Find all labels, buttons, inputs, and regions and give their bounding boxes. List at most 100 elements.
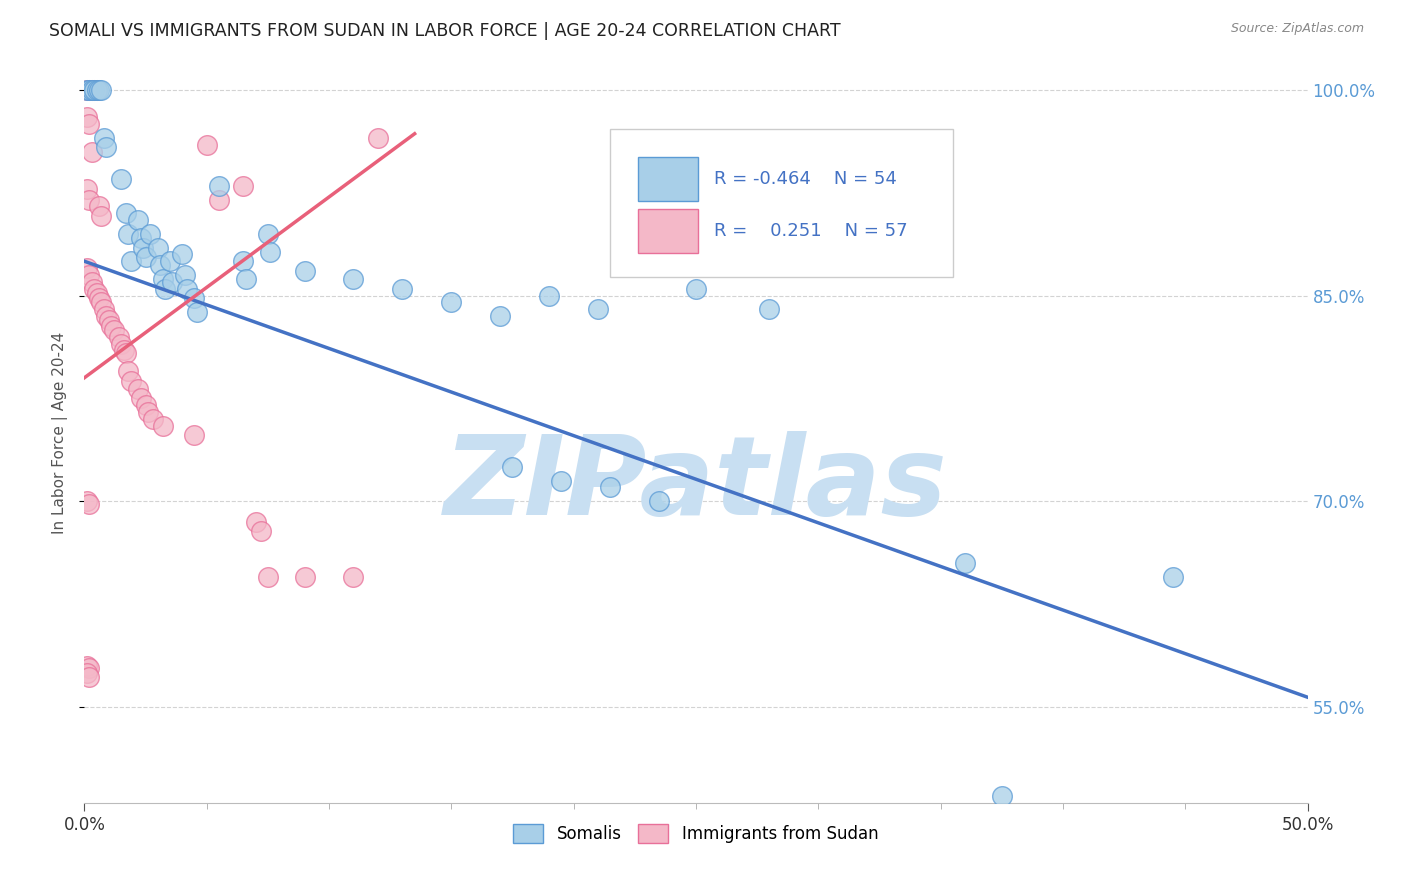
Somalis: [342, 272, 364, 286]
Immigrants from Sudan: [77, 117, 100, 131]
Somalis: [599, 480, 621, 494]
Immigrants from Sudan: [129, 392, 152, 406]
Immigrants from Sudan: [77, 268, 100, 282]
Somalis: [208, 178, 231, 193]
Immigrants from Sudan: [103, 323, 125, 337]
Somalis: [489, 309, 512, 323]
Somalis: [77, 83, 100, 97]
Somalis: [139, 227, 162, 241]
Somalis: [146, 240, 169, 254]
Immigrants from Sudan: [120, 374, 142, 388]
Somalis: [257, 227, 280, 241]
Somalis: [235, 272, 257, 286]
FancyBboxPatch shape: [638, 209, 699, 252]
Immigrants from Sudan: [294, 569, 316, 583]
Immigrants from Sudan: [367, 131, 389, 145]
Somalis: [648, 494, 671, 508]
Immigrants from Sudan: [136, 405, 159, 419]
Somalis: [152, 272, 174, 286]
Somalis: [1161, 569, 1184, 583]
Somalis: [173, 268, 195, 282]
Somalis: [294, 264, 316, 278]
Somalis: [232, 254, 254, 268]
Immigrants from Sudan: [97, 313, 120, 327]
Somalis: [127, 213, 149, 227]
Immigrants from Sudan: [77, 83, 100, 97]
Immigrants from Sudan: [77, 661, 100, 675]
Immigrants from Sudan: [96, 309, 118, 323]
Somalis: [259, 244, 281, 259]
Somalis: [550, 474, 572, 488]
Immigrants from Sudan: [76, 110, 98, 124]
Legend: Somalis, Immigrants from Sudan: Somalis, Immigrants from Sudan: [506, 817, 886, 850]
Immigrants from Sudan: [80, 275, 103, 289]
Immigrants from Sudan: [76, 658, 98, 673]
Somalis: [991, 789, 1014, 803]
Immigrants from Sudan: [232, 178, 254, 193]
Somalis: [538, 288, 561, 302]
Somalis: [83, 83, 105, 97]
Immigrants from Sudan: [77, 670, 100, 684]
Text: R = -0.464    N = 54: R = -0.464 N = 54: [714, 169, 897, 187]
Immigrants from Sudan: [100, 318, 122, 333]
Immigrants from Sudan: [76, 494, 98, 508]
Immigrants from Sudan: [76, 665, 98, 680]
Immigrants from Sudan: [77, 497, 100, 511]
Immigrants from Sudan: [183, 428, 205, 442]
Somalis: [93, 131, 115, 145]
Text: ZIPatlas: ZIPatlas: [444, 431, 948, 538]
Immigrants from Sudan: [107, 329, 129, 343]
Somalis: [132, 240, 155, 254]
Immigrants from Sudan: [208, 193, 231, 207]
Y-axis label: In Labor Force | Age 20-24: In Labor Force | Age 20-24: [52, 332, 69, 533]
Somalis: [117, 227, 139, 241]
Somalis: [186, 305, 208, 319]
Somalis: [90, 83, 112, 97]
Immigrants from Sudan: [112, 343, 135, 358]
Somalis: [87, 83, 110, 97]
Immigrants from Sudan: [87, 199, 110, 213]
Immigrants from Sudan: [76, 83, 98, 97]
Somalis: [153, 282, 176, 296]
Somalis: [172, 247, 194, 261]
Immigrants from Sudan: [80, 145, 103, 159]
Immigrants from Sudan: [110, 336, 132, 351]
Somalis: [135, 250, 157, 264]
Text: R =    0.251    N = 57: R = 0.251 N = 57: [714, 221, 908, 239]
Somalis: [758, 302, 780, 317]
Somalis: [183, 291, 205, 305]
Immigrants from Sudan: [86, 285, 108, 300]
Immigrants from Sudan: [77, 193, 100, 207]
Somalis: [159, 254, 181, 268]
Text: Source: ZipAtlas.com: Source: ZipAtlas.com: [1230, 22, 1364, 36]
Text: SOMALI VS IMMIGRANTS FROM SUDAN IN LABOR FORCE | AGE 20-24 CORRELATION CHART: SOMALI VS IMMIGRANTS FROM SUDAN IN LABOR…: [49, 22, 841, 40]
Somalis: [440, 295, 463, 310]
Immigrants from Sudan: [86, 83, 108, 97]
Somalis: [115, 206, 138, 220]
Immigrants from Sudan: [115, 346, 138, 360]
Immigrants from Sudan: [257, 569, 280, 583]
Immigrants from Sudan: [245, 515, 267, 529]
Immigrants from Sudan: [90, 209, 112, 223]
Somalis: [953, 556, 976, 570]
Somalis: [586, 302, 609, 317]
Somalis: [176, 282, 198, 296]
Immigrants from Sudan: [76, 261, 98, 276]
Immigrants from Sudan: [117, 364, 139, 378]
Somalis: [129, 231, 152, 245]
Immigrants from Sudan: [142, 412, 165, 426]
Immigrants from Sudan: [93, 302, 115, 317]
Somalis: [685, 282, 707, 296]
Somalis: [76, 83, 98, 97]
Somalis: [120, 254, 142, 268]
Somalis: [162, 275, 184, 289]
Immigrants from Sudan: [127, 382, 149, 396]
Immigrants from Sudan: [342, 569, 364, 583]
Somalis: [110, 172, 132, 186]
Immigrants from Sudan: [80, 83, 103, 97]
Immigrants from Sudan: [195, 137, 218, 152]
Somalis: [96, 140, 118, 154]
Somalis: [86, 83, 108, 97]
Immigrants from Sudan: [135, 398, 157, 412]
Immigrants from Sudan: [76, 181, 98, 195]
